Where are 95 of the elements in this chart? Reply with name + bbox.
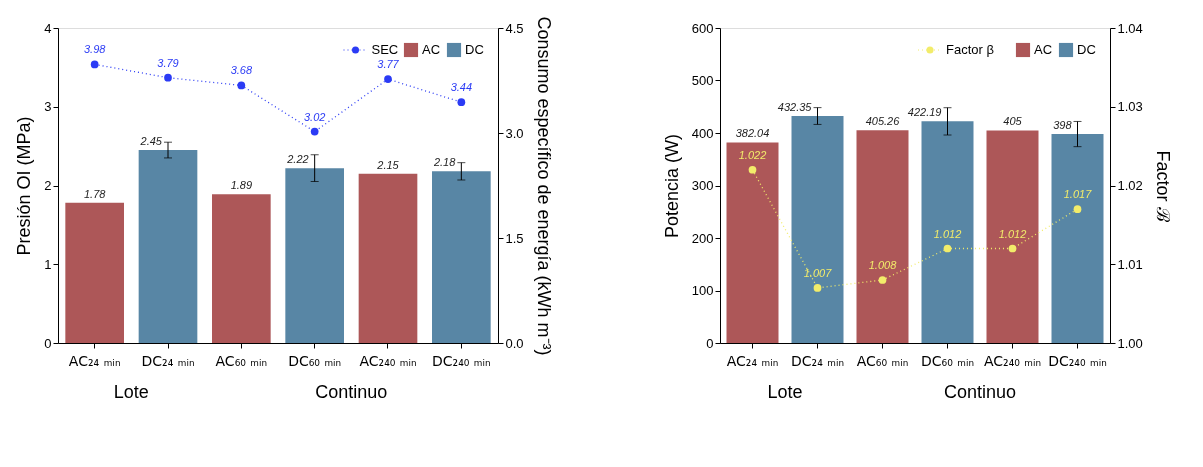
x-tick-label: DC₂₄₀ ₘᵢₙ <box>432 352 491 369</box>
data-label: 405 <box>1003 115 1023 128</box>
text: Lote <box>113 382 149 402</box>
bar <box>791 116 844 343</box>
x-tick-label: AC₂₄ ₘᵢₙ <box>726 352 779 369</box>
data-label: 382.04 <box>735 127 770 140</box>
point <box>457 98 466 107</box>
y-tick-label: 400 <box>691 125 714 141</box>
data-label: 2.22 <box>286 153 309 166</box>
data-label: 3.02 <box>303 110 326 123</box>
y-tick-label: 2 <box>44 178 52 193</box>
y-tick-label: 100 <box>691 283 714 298</box>
y2-tick-label: 0.0 <box>505 335 524 351</box>
y-tick-label: 0 <box>44 335 52 351</box>
y-tick-label: 1 <box>44 256 52 272</box>
data-label: 2.45 <box>139 135 163 148</box>
point <box>878 276 887 284</box>
legend-label: AC <box>1034 42 1053 57</box>
point <box>310 127 319 136</box>
data-label: 1.007 <box>803 266 833 279</box>
bar <box>986 130 1039 343</box>
y-tick-label: 300 <box>691 178 714 193</box>
data-label: 432.35 <box>777 101 813 114</box>
text: Lote <box>767 382 803 402</box>
y-tick-label: 0 <box>706 335 714 351</box>
y-tick-label: 200 <box>691 230 714 246</box>
y2-tick-label: 1.02 <box>1117 178 1143 193</box>
y-tick-label: 3 <box>44 99 52 115</box>
point <box>748 165 757 174</box>
y2-tick-label: 4.5 <box>505 20 524 36</box>
data-label: 3.44 <box>450 81 473 94</box>
y-axis-title: Potencia (W) <box>661 133 682 239</box>
point <box>943 244 952 253</box>
bar <box>1051 134 1104 343</box>
data-label: 398 <box>1053 119 1073 132</box>
bar <box>921 121 974 343</box>
bar <box>65 202 124 343</box>
data-label: 1.89 <box>230 179 253 192</box>
x-tick-label: AC₂₄₀ ₘᵢₙ <box>359 352 417 369</box>
data-label: 1.022 <box>738 148 767 161</box>
bar <box>856 130 909 343</box>
x-tick-label: AC₂₄₀ ₘᵢₙ <box>983 352 1042 369</box>
x-tick-label: AC₂₄ ₘᵢₙ <box>68 352 121 369</box>
y-tick-label: 4 <box>44 20 52 36</box>
legend-label: Factor β <box>946 42 994 57</box>
data-label: 1.012 <box>933 227 962 240</box>
x-tick-label: DC₂₄ ₘᵢₙ <box>790 352 845 369</box>
bar <box>138 150 198 343</box>
data-label: 1.008 <box>868 259 898 271</box>
point <box>90 60 99 69</box>
y-axis-title: Presión OI (MPa) <box>14 116 35 256</box>
point <box>384 75 392 83</box>
bar <box>212 194 271 343</box>
y2-tick-label: 1.03 <box>1117 99 1143 115</box>
bar <box>726 142 779 343</box>
data-label: 405.26 <box>865 115 901 128</box>
point <box>164 73 172 82</box>
legend-label: DC <box>465 42 484 57</box>
y2-tick-label: 1.00 <box>1117 335 1143 351</box>
point <box>1008 244 1017 253</box>
data-label: 3.98 <box>83 43 107 56</box>
point <box>813 284 822 292</box>
x-tick-label: AC₆₀ ₘᵢₙ <box>856 352 909 369</box>
x-tick-label: DC₆₀ ₘᵢₙ <box>920 352 975 369</box>
bar <box>285 168 344 343</box>
data-label: 422.19 <box>907 106 942 119</box>
x-tick-label: DC₂₄ ₘᵢₙ <box>141 352 195 369</box>
bar <box>358 173 418 343</box>
y2-tick-label: 3.0 <box>505 125 524 141</box>
y-tick-label: 600 <box>691 20 714 36</box>
x-tick-label: DC₆₀ ₘᵢₙ <box>288 352 342 369</box>
y2-tick-label: 1.5 <box>505 230 524 246</box>
x-tick-label: DC₂₄₀ ₘᵢₙ <box>1048 352 1107 369</box>
data-label: 1.017 <box>1063 188 1093 201</box>
data-label: 2.18 <box>432 156 457 169</box>
data-label: 2.15 <box>376 158 400 171</box>
y2-axis-title: Factor ℬ <box>1152 150 1173 223</box>
legend-label: SEC <box>371 42 399 57</box>
legend-label: DC <box>1077 42 1096 57</box>
data-label: 1.012 <box>998 227 1027 240</box>
bar <box>432 171 491 343</box>
point <box>237 81 246 90</box>
y2-tick-label: 1.04 <box>1117 20 1143 36</box>
y-tick-label: 500 <box>691 73 714 88</box>
data-label: 3.77 <box>377 58 400 71</box>
y2-axis-title: Consumo específico de energía (kWh m⁻³) <box>533 16 554 356</box>
data-label: 3.68 <box>230 64 253 77</box>
point <box>1073 205 1082 213</box>
data-label: 1.78 <box>83 187 107 200</box>
x-tick-label: AC₆₀ ₘᵢₙ <box>215 352 268 369</box>
data-label: 3.79 <box>157 56 179 69</box>
legend-label: AC <box>422 42 441 57</box>
text: Continuo <box>315 382 388 402</box>
y2-tick-label: 1.01 <box>1117 256 1143 272</box>
text: Continuo <box>943 382 1017 402</box>
